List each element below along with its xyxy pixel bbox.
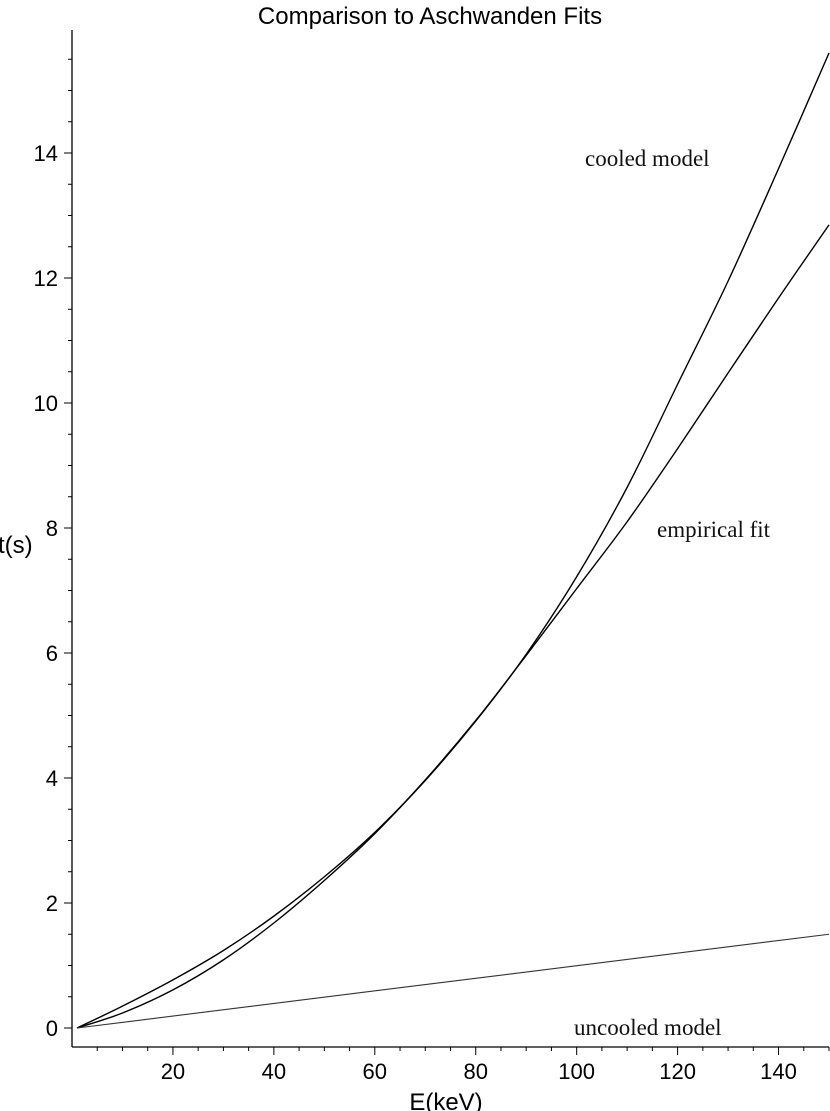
- empirical-fit-label: empirical fit: [657, 517, 771, 542]
- x-tick-label: 40: [262, 1059, 286, 1084]
- cooled-model-label: cooled model: [585, 146, 710, 171]
- y-tick-label: 14: [34, 141, 58, 166]
- y-tick-label: 2: [46, 891, 58, 916]
- y-tick-label: 8: [46, 516, 58, 541]
- y-tick-label: 6: [46, 641, 58, 666]
- y-tick-label: 12: [34, 266, 58, 291]
- y-tick-label: 0: [46, 1016, 58, 1041]
- x-tick-label: 140: [760, 1059, 797, 1084]
- x-tick-label: 60: [363, 1059, 387, 1084]
- y-axis-title: t(s): [0, 532, 33, 559]
- x-tick-label: 20: [161, 1059, 185, 1084]
- y-tick-label: 10: [34, 391, 58, 416]
- uncooled-model-label: uncooled model: [574, 1015, 722, 1040]
- chart-title: Comparison to Aschwanden Fits: [258, 3, 602, 30]
- uncooled-model-line: [76, 933, 830, 1029]
- empirical-fit-line: [76, 224, 830, 1029]
- x-tick-label: 80: [463, 1059, 487, 1084]
- x-tick-label: 120: [659, 1059, 696, 1084]
- y-tick-label: 4: [46, 766, 58, 791]
- x-axis-title: E(keV): [409, 1089, 482, 1111]
- x-tick-label: 100: [558, 1059, 595, 1084]
- plot-area: 0 2 4 6 8 10 12 14 20 40 60 80 100 120 140: [34, 30, 830, 1084]
